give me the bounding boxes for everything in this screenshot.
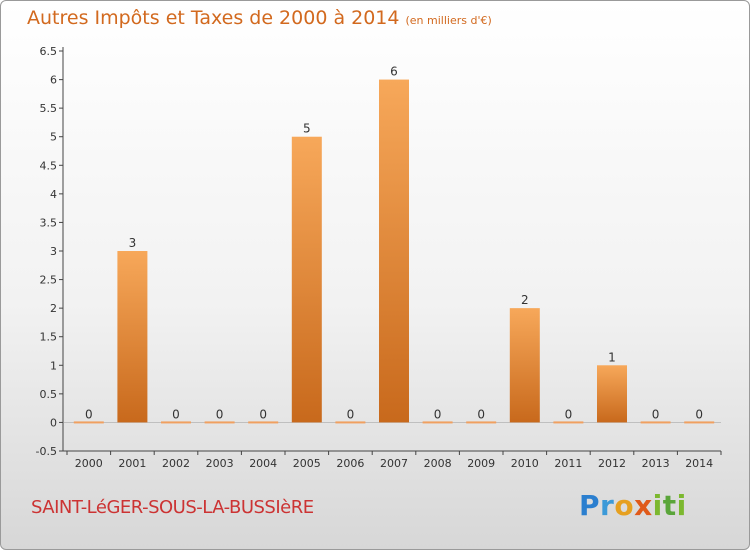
bar (640, 421, 671, 424)
data-label: 0 (434, 407, 442, 421)
bar (73, 421, 104, 424)
data-label: 1 (608, 350, 616, 364)
bar (248, 421, 279, 424)
y-tick-label: 1.5 (40, 331, 58, 344)
x-tick-label: 2008 (424, 457, 452, 470)
y-tick-label: 6.5 (40, 45, 58, 58)
data-label: 0 (259, 407, 267, 421)
x-tick-label: 2009 (467, 457, 495, 470)
x-tick-label: 2014 (685, 457, 713, 470)
x-tick-label: 2004 (249, 457, 277, 470)
bar (684, 421, 715, 424)
x-tick-label: 2001 (118, 457, 146, 470)
bar (291, 136, 322, 423)
brand-logo: Proxiti (579, 489, 687, 522)
bar (335, 421, 366, 424)
bar (466, 421, 497, 424)
bars: 0 3 0 0 0 5 0 6 0 0 2 0 1 0 0 (73, 65, 715, 424)
bar (509, 308, 540, 423)
x-tick-label: 2007 (380, 457, 408, 470)
data-label: 6 (390, 65, 398, 79)
data-label: 0 (172, 407, 180, 421)
y-tick-label: 0.5 (40, 388, 58, 401)
x-tick-label: 2010 (511, 457, 539, 470)
chart-title: Autres Impôts et Taxes de 2000 à 2014 (en… (27, 7, 492, 29)
y-tick-label: 2 (50, 302, 57, 315)
y-tick-label: 4.5 (40, 159, 58, 172)
y-tick-label: 5 (50, 131, 57, 144)
data-label: 5 (303, 122, 311, 136)
data-label: 0 (477, 407, 485, 421)
town-name: SAINT-LéGER-SOUS-LA-BUSSIèRE (31, 497, 314, 518)
x-tick-label: 2003 (206, 457, 234, 470)
bar (117, 251, 148, 423)
y-tick-label: 2.5 (40, 274, 58, 287)
bar (597, 365, 627, 423)
bar (553, 421, 584, 424)
y-tick-label: -0.5 (36, 445, 57, 458)
y-tick-label: 5.5 (40, 102, 58, 115)
bar (204, 421, 235, 424)
data-label: 0 (347, 407, 355, 421)
x-tick-label: 2005 (293, 457, 321, 470)
x-tick-label: 2006 (336, 457, 364, 470)
data-label: 0 (85, 407, 93, 421)
x-tick-label: 2011 (554, 457, 582, 470)
data-label: 0 (565, 407, 573, 421)
x-tick-label: 2000 (75, 457, 103, 470)
chart-title-text: Autres Impôts et Taxes de 2000 à 2014 (27, 7, 400, 29)
bar (161, 421, 191, 424)
x-tick-label: 2012 (598, 457, 626, 470)
y-tick-label: 1 (50, 359, 57, 372)
data-label: 2 (521, 293, 529, 307)
y-tick-label: 4 (50, 188, 57, 201)
data-label: 0 (695, 407, 703, 421)
data-label: 0 (216, 407, 224, 421)
y-tick-label: 0 (50, 416, 57, 429)
bar (422, 421, 453, 424)
x-tick-label: 2013 (642, 457, 670, 470)
x-tick-label: 2002 (162, 457, 190, 470)
y-tick-label: 3 (50, 245, 57, 258)
bar (379, 79, 409, 423)
y-tick-label: 3.5 (40, 216, 58, 229)
data-label: 3 (129, 236, 137, 250)
chart-unit: (en milliers d'€) (405, 14, 492, 27)
data-label: 0 (652, 407, 660, 421)
y-tick-label: 6 (50, 74, 57, 87)
